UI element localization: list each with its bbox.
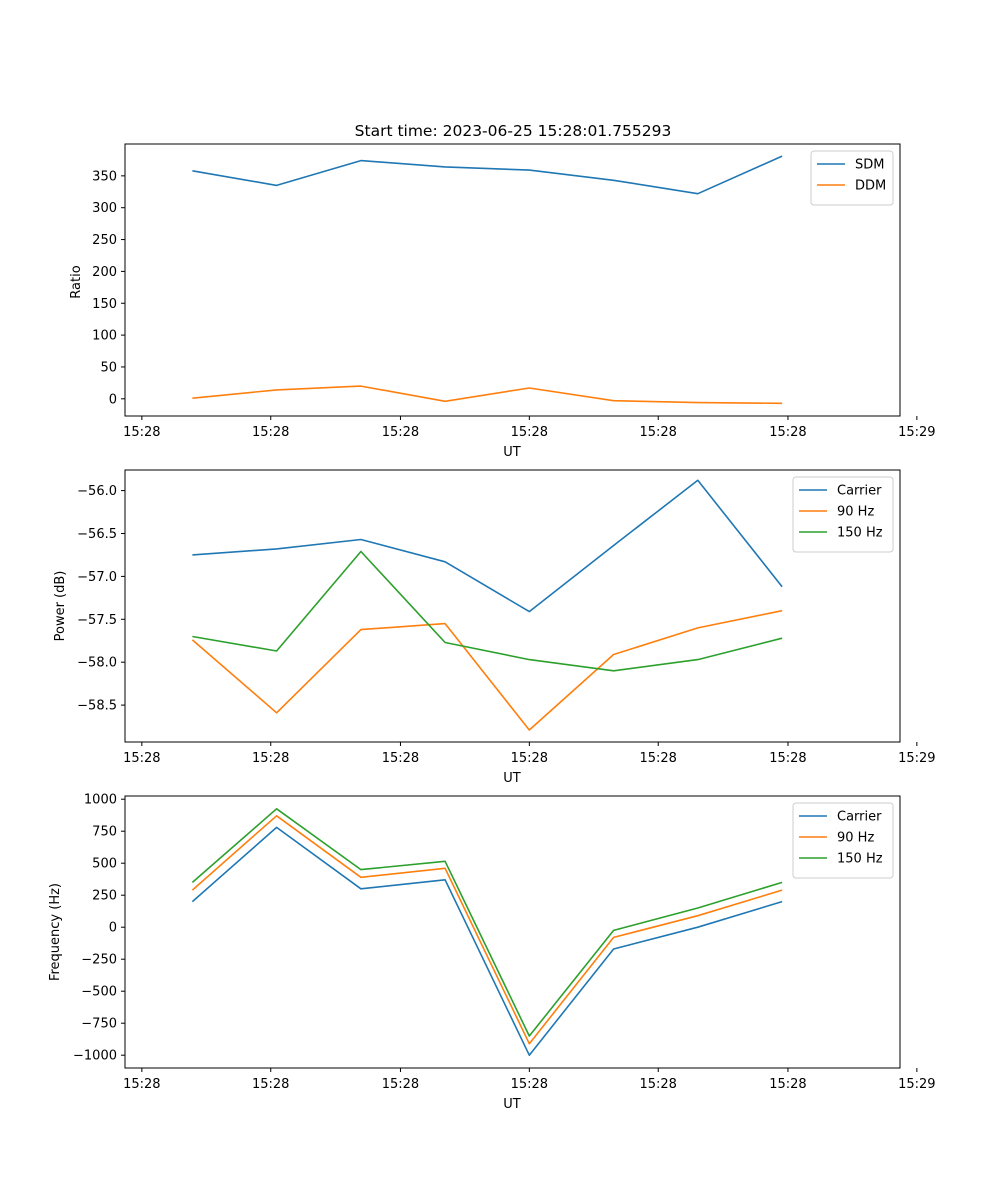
y-tick-label: −250 [81,953,117,968]
chart-title: Start time: 2023-06-25 15:28:01.755293 [355,122,672,140]
y-tick-label: −500 [81,985,117,1000]
x-tick-label: 15:28 [639,751,676,766]
y-tick-label: 50 [100,360,117,375]
series-line-carrier [192,479,783,613]
y-tick-label: −1000 [73,1049,117,1064]
legend-box [792,476,894,553]
y-tick-label: 250 [92,233,117,248]
series-line-ddm [192,385,783,405]
x-tick-label: 15:28 [511,1077,548,1092]
x-tick-label: 15:29 [898,425,935,440]
x-axis-label: UT [503,771,521,786]
y-tick-label: 300 [92,201,117,216]
legend-box [792,802,894,879]
series-line-sdm [192,155,783,195]
x-axis-label: UT [503,1097,521,1112]
x-tick-label: 15:28 [769,751,806,766]
frequency-chart-panel: 15:28 15:28 15:28 15:28 15:28 15:28 15:29 −100… [48,793,936,1112]
x-tick-label: 15:28 [511,425,548,440]
x-tick-label: 15:28 [769,1077,806,1092]
legend-label: Carrier [837,484,882,499]
x-tick-label: 15:28 [123,751,160,766]
legend-label: SDM [855,158,884,173]
y-tick-label: 200 [92,265,117,280]
series-line-150-hz [191,807,783,1037]
y-tick-label: −750 [81,1017,117,1032]
y-tick-label: −57.5 [77,613,117,628]
y-tick-label: 0 [109,921,117,936]
y-tick-label: −58.0 [77,656,117,671]
x-tick-label: 15:29 [898,751,935,766]
y-tick-label: −57.0 [77,570,117,585]
legend-label: 90 Hz [837,505,874,520]
x-tick-label: 15:29 [898,1077,935,1092]
y-tick-label: 500 [92,857,117,872]
y-tick-label: 350 [92,169,117,184]
y-axis-label: Frequency (Hz) [48,883,63,981]
legend-label: 150 Hz [837,526,883,541]
power-chart-panel: 15:28 15:28 15:28 15:28 15:28 15:28 15:29 −58.… [53,469,936,786]
x-tick-label: 15:28 [511,751,548,766]
x-axis-label: UT [503,445,521,460]
legend-label: 90 Hz [837,831,874,846]
series-line-carrier [191,826,783,1056]
y-axis-label: Power (dB) [53,571,68,642]
y-tick-label: −56.5 [77,527,117,542]
x-tick-label: 15:28 [123,425,160,440]
y-axis-label: Ratio [69,265,84,298]
plot-frame [124,469,901,743]
y-tick-label: 250 [92,889,117,904]
x-tick-label: 15:28 [639,425,676,440]
y-tick-label: −58.5 [77,699,117,714]
series-line-90-hz [191,609,783,731]
plot-frame [124,143,901,417]
legend-label: DDM [855,179,886,194]
legend-label: Carrier [837,810,882,825]
x-tick-label: 15:28 [252,1077,289,1092]
plot-frame [124,795,901,1069]
x-tick-label: 15:28 [252,751,289,766]
series-line-90-hz [191,814,783,1045]
x-tick-label: 15:28 [382,751,419,766]
y-tick-label: 150 [92,297,117,312]
y-tick-label: 0 [109,392,117,407]
y-tick-label: 750 [92,825,117,840]
x-tick-label: 15:28 [382,425,419,440]
legend-label: 150 Hz [837,852,883,867]
series-line-150-hz [192,550,783,672]
x-tick-label: 15:28 [639,1077,676,1092]
x-tick-label: 15:28 [252,425,289,440]
ratio-chart-panel: Start time: 2023-06-25 15:28:01.755293 1… [69,122,936,460]
y-tick-label: −56.0 [77,484,117,499]
y-tick-label: 100 [92,329,117,344]
x-tick-label: 15:28 [123,1077,160,1092]
x-tick-label: 15:28 [769,425,806,440]
y-tick-label: 1000 [84,793,117,808]
x-tick-label: 15:28 [382,1077,419,1092]
